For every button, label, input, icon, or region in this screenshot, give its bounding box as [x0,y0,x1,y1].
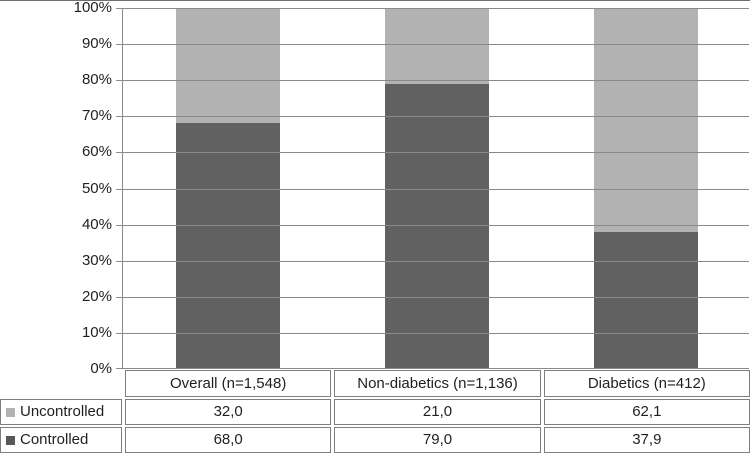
gridline [123,261,749,262]
gridline [123,44,749,45]
category-header-1: Overall (n=1,548) [125,370,332,397]
y-axis-tick [116,8,122,9]
y-tick-label: 80% [81,71,112,88]
value-cell-row2-col2: 79,0 [334,427,541,453]
y-axis-tick [116,189,122,190]
gridline [123,80,749,81]
value-cell-row1-col3: 62,1 [543,399,750,425]
y-tick-label: 10% [81,324,112,341]
bar-segment-uncontrolled [385,8,489,84]
bar-3 [594,8,698,368]
y-tick-label: 30% [81,252,112,269]
y-axis-tick [116,368,122,369]
table-corner-spacer [0,370,122,397]
y-tick-label: 20% [81,288,112,305]
legend-cell-uncontrolled: Uncontrolled [0,399,122,425]
y-axis-tick [116,44,122,45]
gridline [123,225,749,226]
bar-segment-controlled [176,123,280,368]
legend-swatch-controlled [6,435,15,445]
value-cell-row1-col1: 32,0 [125,399,332,425]
y-axis: 100% 90% 80% 70% 60% 50% 40% 30% 20% 10% 0% [0,0,118,377]
gridline [123,189,749,190]
bar-2 [385,8,489,368]
y-tick-label: 70% [81,107,112,124]
y-tick-label: 60% [81,143,112,160]
category-header-2: Non-diabetics (n=1,136) [334,370,541,397]
bar-1 [176,8,280,368]
value-cell-row2-col3: 37,9 [543,427,750,453]
bar-segment-controlled [594,231,698,368]
y-axis-tick [116,80,122,81]
bar-segment-uncontrolled [594,8,698,232]
y-axis-tick [116,333,122,334]
gridline [123,297,749,298]
value-cell-row2-col1: 68,0 [125,427,332,453]
legend-label: Controlled [20,431,89,448]
y-axis-tick [116,225,122,226]
y-tick-label: 0% [90,360,112,377]
value-cell-row1-col2: 21,0 [334,399,541,425]
legend-cell-controlled: Controlled [0,427,122,453]
bar-segment-uncontrolled [176,8,280,124]
y-tick-label: 40% [81,216,112,233]
category-header-3: Diabetics (n=412) [543,370,750,397]
y-axis-tick [116,261,122,262]
plot-area [116,8,749,369]
gridline [123,116,749,117]
y-axis-tick [116,152,122,153]
gridline [123,333,749,334]
y-tick-label: 100% [73,0,112,16]
y-tick-label: 90% [81,35,112,52]
gridline [123,8,749,9]
gridline [123,152,749,153]
y-tick-label: 50% [81,180,112,197]
bars-layer [123,8,749,368]
legend-swatch-uncontrolled [6,407,15,417]
legend-label: Uncontrolled [20,403,105,420]
y-axis-tick [116,297,122,298]
y-axis-tick [116,116,122,117]
data-table: Overall (n=1,548) Non-diabetics (n=1,136)… [0,370,750,453]
